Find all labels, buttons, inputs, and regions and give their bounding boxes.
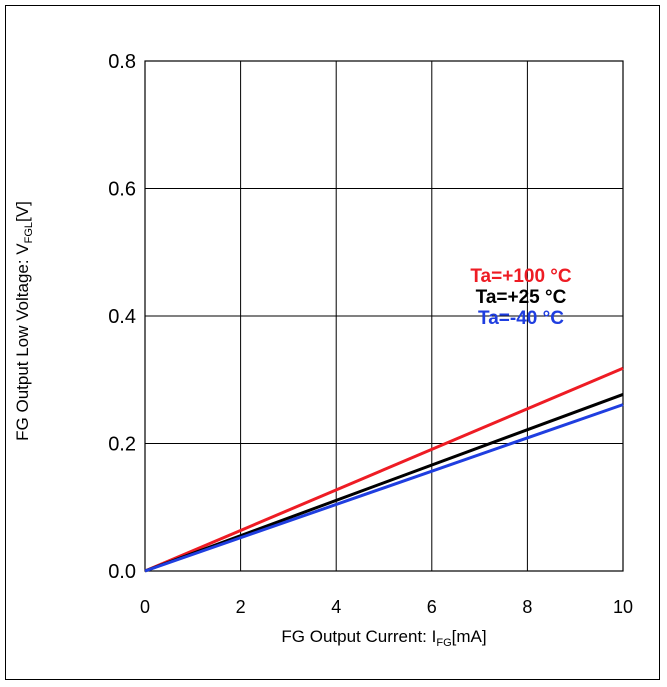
y-axis-label-prefix: FG Output Low Voltage: V bbox=[13, 243, 32, 441]
x-axis-label-sub: FG bbox=[436, 637, 451, 649]
series-line-2 bbox=[144, 403, 624, 573]
y-tick-label: 0.8 bbox=[108, 51, 136, 73]
series-lines bbox=[144, 366, 624, 573]
x-axis-label-prefix: FG Output Current: I bbox=[281, 627, 436, 646]
y-tick-label: 0.4 bbox=[108, 306, 136, 328]
y-tick-labels: 0.0 0.2 0.4 0.6 0.8 bbox=[108, 51, 136, 583]
x-tick-labels: 0 2 4 6 8 10 bbox=[140, 597, 633, 617]
plot-area bbox=[144, 60, 624, 572]
x-tick-label: 8 bbox=[522, 597, 532, 617]
y-tick-label: 0.6 bbox=[108, 179, 136, 201]
y-axis-label-suffix: [V] bbox=[13, 201, 32, 222]
y-tick-label: 0.0 bbox=[108, 561, 136, 583]
x-tick-label: 2 bbox=[236, 597, 246, 617]
legend-entry: Ta=-40 °C bbox=[478, 308, 564, 329]
x-tick-label: 4 bbox=[331, 597, 341, 617]
x-axis-label-suffix: [mA] bbox=[452, 627, 487, 646]
x-axis-label: FG Output Current: IFG[mA] bbox=[281, 627, 486, 649]
x-tick-label: 6 bbox=[427, 597, 437, 617]
chart-frame: 0 2 4 6 8 10 0.0 0.2 0.4 0.6 0.8 Ta=+100 °C Ta=+25… bbox=[5, 5, 660, 680]
series-line-0 bbox=[144, 366, 624, 573]
line-chart: 0 2 4 6 8 10 0.0 0.2 0.4 0.6 0.8 Ta=+100 °CTa=+25… bbox=[13, 51, 633, 649]
legend: Ta=+100 °CTa=+25 °CTa=-40 °C bbox=[470, 266, 572, 329]
x-tick-label: 0 bbox=[140, 597, 150, 617]
y-tick-label: 0.2 bbox=[108, 434, 136, 456]
y-axis-label: FG Output Low Voltage: VFGL[V] bbox=[13, 201, 35, 441]
legend-entry: Ta=+100 °C bbox=[470, 266, 572, 287]
legend-entry: Ta=+25 °C bbox=[476, 287, 567, 308]
x-tick-label: 10 bbox=[613, 597, 633, 617]
y-axis-label-sub: FGL bbox=[23, 222, 35, 243]
series-line-1 bbox=[144, 393, 624, 573]
